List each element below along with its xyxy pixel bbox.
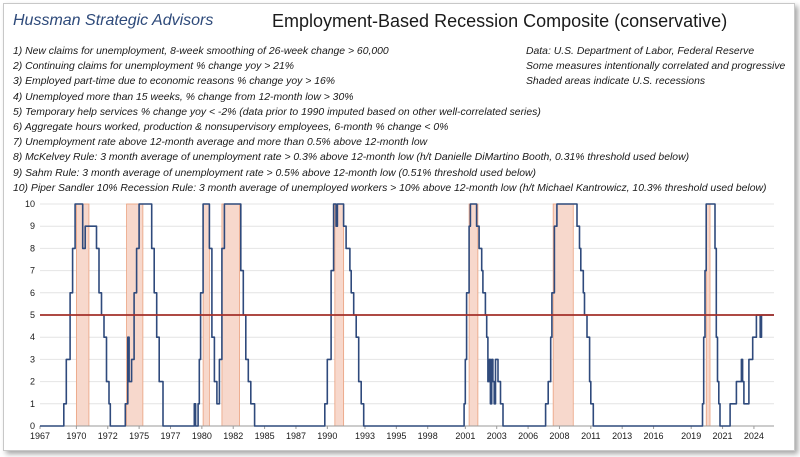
x-tick-label: 1990 <box>317 431 337 441</box>
y-tick-label: 3 <box>30 354 35 364</box>
x-tick-label: 1972 <box>98 431 118 441</box>
rule-item: 1) New claims for unemployment, 8-week s… <box>13 46 389 57</box>
source-note: Data: U.S. Department of Labor, Federal … <box>526 46 755 57</box>
x-tick-label: 1970 <box>66 431 86 441</box>
x-tick-label: 2006 <box>518 431 538 441</box>
y-tick-label: 10 <box>25 199 35 209</box>
y-tick-label: 0 <box>30 421 35 431</box>
x-tick-label: 1985 <box>255 431 275 441</box>
x-tick-label: 2013 <box>612 431 632 441</box>
rule-item: 8) McKelvey Rule: 3 month average of une… <box>13 152 690 164</box>
x-tick-label: 1995 <box>386 431 406 441</box>
x-tick-label: 1967 <box>30 431 50 441</box>
y-tick-label: 2 <box>30 377 35 387</box>
rule-item: 10) Piper Sandler 10% Recession Rule: 3 … <box>13 182 767 194</box>
rule-item: 9) Sahm Rule: 3 month average of unemplo… <box>13 167 537 179</box>
source-note: Shaded areas indicate U.S. recessions <box>526 76 706 88</box>
y-tick-label: 7 <box>30 266 35 276</box>
x-tick-label: 1993 <box>355 431 375 441</box>
x-tick-label: 1977 <box>160 431 180 441</box>
x-tick-label: 1975 <box>129 431 149 441</box>
x-tick-label: 2003 <box>487 431 507 441</box>
x-tick-label: 2021 <box>713 431 733 441</box>
y-tick-label: 4 <box>30 332 35 342</box>
rule-item: 6) Aggregate hours worked, production & … <box>13 122 449 134</box>
x-tick-label: 2001 <box>455 431 475 441</box>
y-tick-label: 5 <box>30 310 35 320</box>
y-tick-label: 1 <box>30 399 35 409</box>
composite-series-line <box>40 203 774 427</box>
chart-frame: Hussman Strategic Advisors Employment-Ba… <box>3 3 795 451</box>
x-tick-label: 1982 <box>223 431 243 441</box>
rule-item: 4) Unemployed more than 15 weeks, % chan… <box>13 91 354 103</box>
rule-item: 5) Temporary help services % change yoy … <box>13 106 541 118</box>
x-tick-label: 2024 <box>744 431 764 441</box>
x-tick-label: 2019 <box>681 431 701 441</box>
y-tick-label: 9 <box>30 221 35 231</box>
x-tick-label: 2016 <box>644 431 664 441</box>
x-tick-label: 2008 <box>549 431 569 441</box>
y-tick-label: 6 <box>30 288 35 298</box>
x-tick-label: 2011 <box>581 431 600 441</box>
rule-list: 1) New claims for unemployment, 8-week s… <box>13 44 766 196</box>
source-note: Some measures intentionally correlated a… <box>526 61 786 73</box>
rule-item: 2) Continuing claims for unemployment % … <box>13 61 294 73</box>
x-tick-label: 1987 <box>286 431 306 441</box>
rule-item: 3) Employed part-time due to economic re… <box>13 76 335 88</box>
y-tick-label: 8 <box>30 243 35 253</box>
source-notes: Data: U.S. Department of Labor, Federal … <box>526 44 785 90</box>
chart-title: Employment-Based Recession Composite (co… <box>272 11 728 31</box>
x-tick-label: 1980 <box>192 431 212 441</box>
brand-label: Hussman Strategic Advisors <box>13 12 214 29</box>
rule-item: 7) Unemployment rate above 12-month aver… <box>13 137 428 149</box>
x-tick-label: 1998 <box>418 431 438 441</box>
recession-composite-plot: 0 1 2 3 4 5 6 7 8 9 10 1967 1970 1972 1975 1977 1980 1982… <box>25 199 774 441</box>
